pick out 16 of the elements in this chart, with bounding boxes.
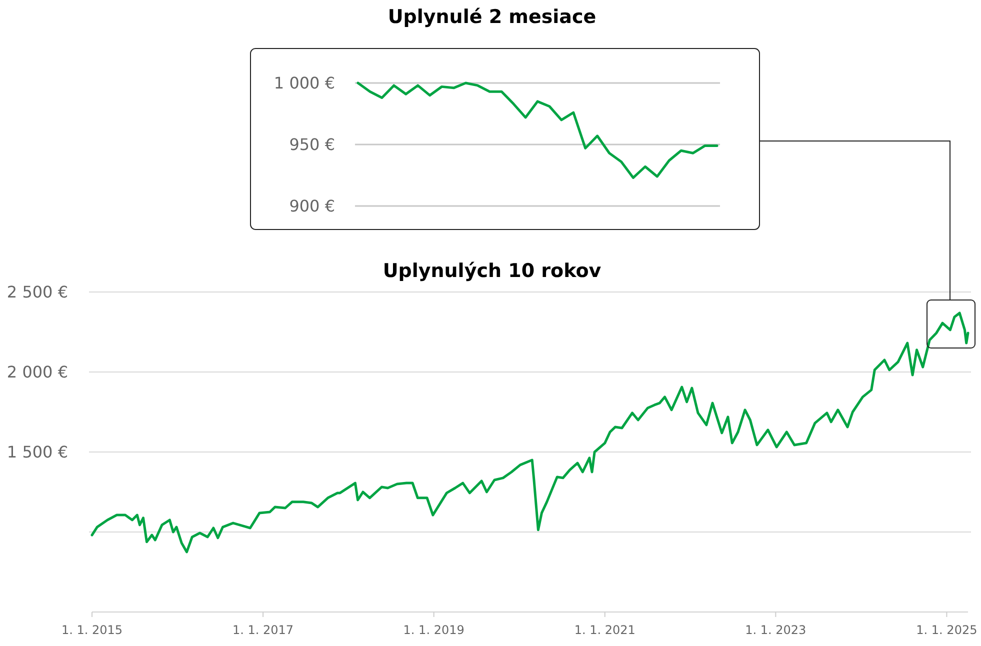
y-tick-label: 2 000 € <box>6 362 68 382</box>
x-tick-label: 1. 1. 2017 <box>232 623 294 637</box>
y-tick-label: 900 € <box>289 196 335 216</box>
y-tick-label: 1 000 € <box>274 74 335 93</box>
line-series <box>90 312 970 554</box>
y-tick-label: 2 500 € <box>6 282 68 302</box>
y-tick-label: 950 € <box>289 135 335 154</box>
x-tick-label: 1. 1. 2019 <box>403 623 464 637</box>
x-tick-label: 1. 1. 2015 <box>61 623 123 637</box>
line-series <box>356 82 718 179</box>
x-tick-label: 1. 1. 2025 <box>916 623 978 637</box>
chart-title: Uplynulých 10 rokov <box>382 260 602 282</box>
chart-title: Uplynulé 2 mesiace <box>388 6 596 28</box>
x-tick-label: 1. 1. 2021 <box>574 623 636 637</box>
y-tick-label: 1 500 € <box>6 442 68 462</box>
x-tick-label: 1. 1. 2023 <box>745 623 806 637</box>
